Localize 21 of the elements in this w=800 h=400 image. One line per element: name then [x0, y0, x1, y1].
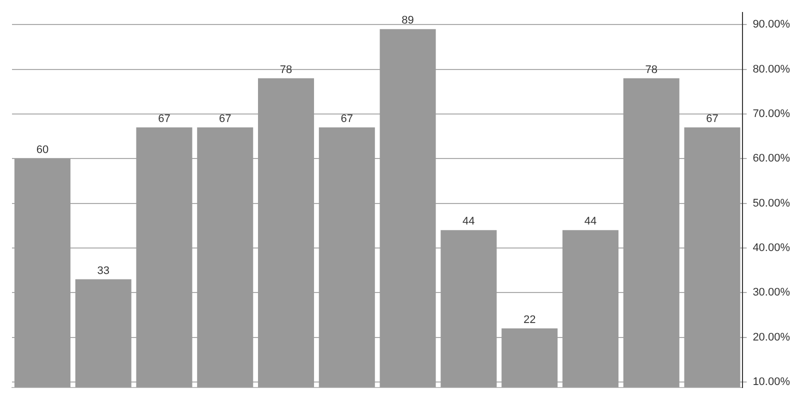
data-label: 78 — [645, 64, 658, 76]
data-label: 89 — [402, 14, 414, 27]
data-label: 44 — [462, 216, 475, 228]
y-tick-label: 10.00% — [752, 376, 790, 388]
data-label: 67 — [218, 112, 232, 125]
data-label: 44 — [584, 216, 597, 228]
data-label: 67 — [706, 112, 718, 125]
y-tick-label: 20.00% — [752, 331, 790, 344]
data-label: 67 — [158, 112, 170, 125]
y-tick-label: 60.00% — [752, 152, 790, 165]
y-tick-label: 90.00% — [752, 18, 790, 31]
y-tick-label: 30.00% — [752, 286, 790, 299]
y-tick-label: 70.00% — [752, 108, 790, 120]
data-label: 60 — [36, 144, 49, 156]
data-label: 22 — [523, 314, 536, 326]
y-tick-label: 40.00% — [752, 242, 790, 254]
data-label: 67 — [340, 112, 354, 125]
y-tick-label: 80.00% — [752, 63, 790, 76]
y-tick-label: 50.00% — [752, 197, 790, 210]
data-label: 78 — [280, 64, 292, 76]
data-label: 33 — [97, 264, 110, 277]
